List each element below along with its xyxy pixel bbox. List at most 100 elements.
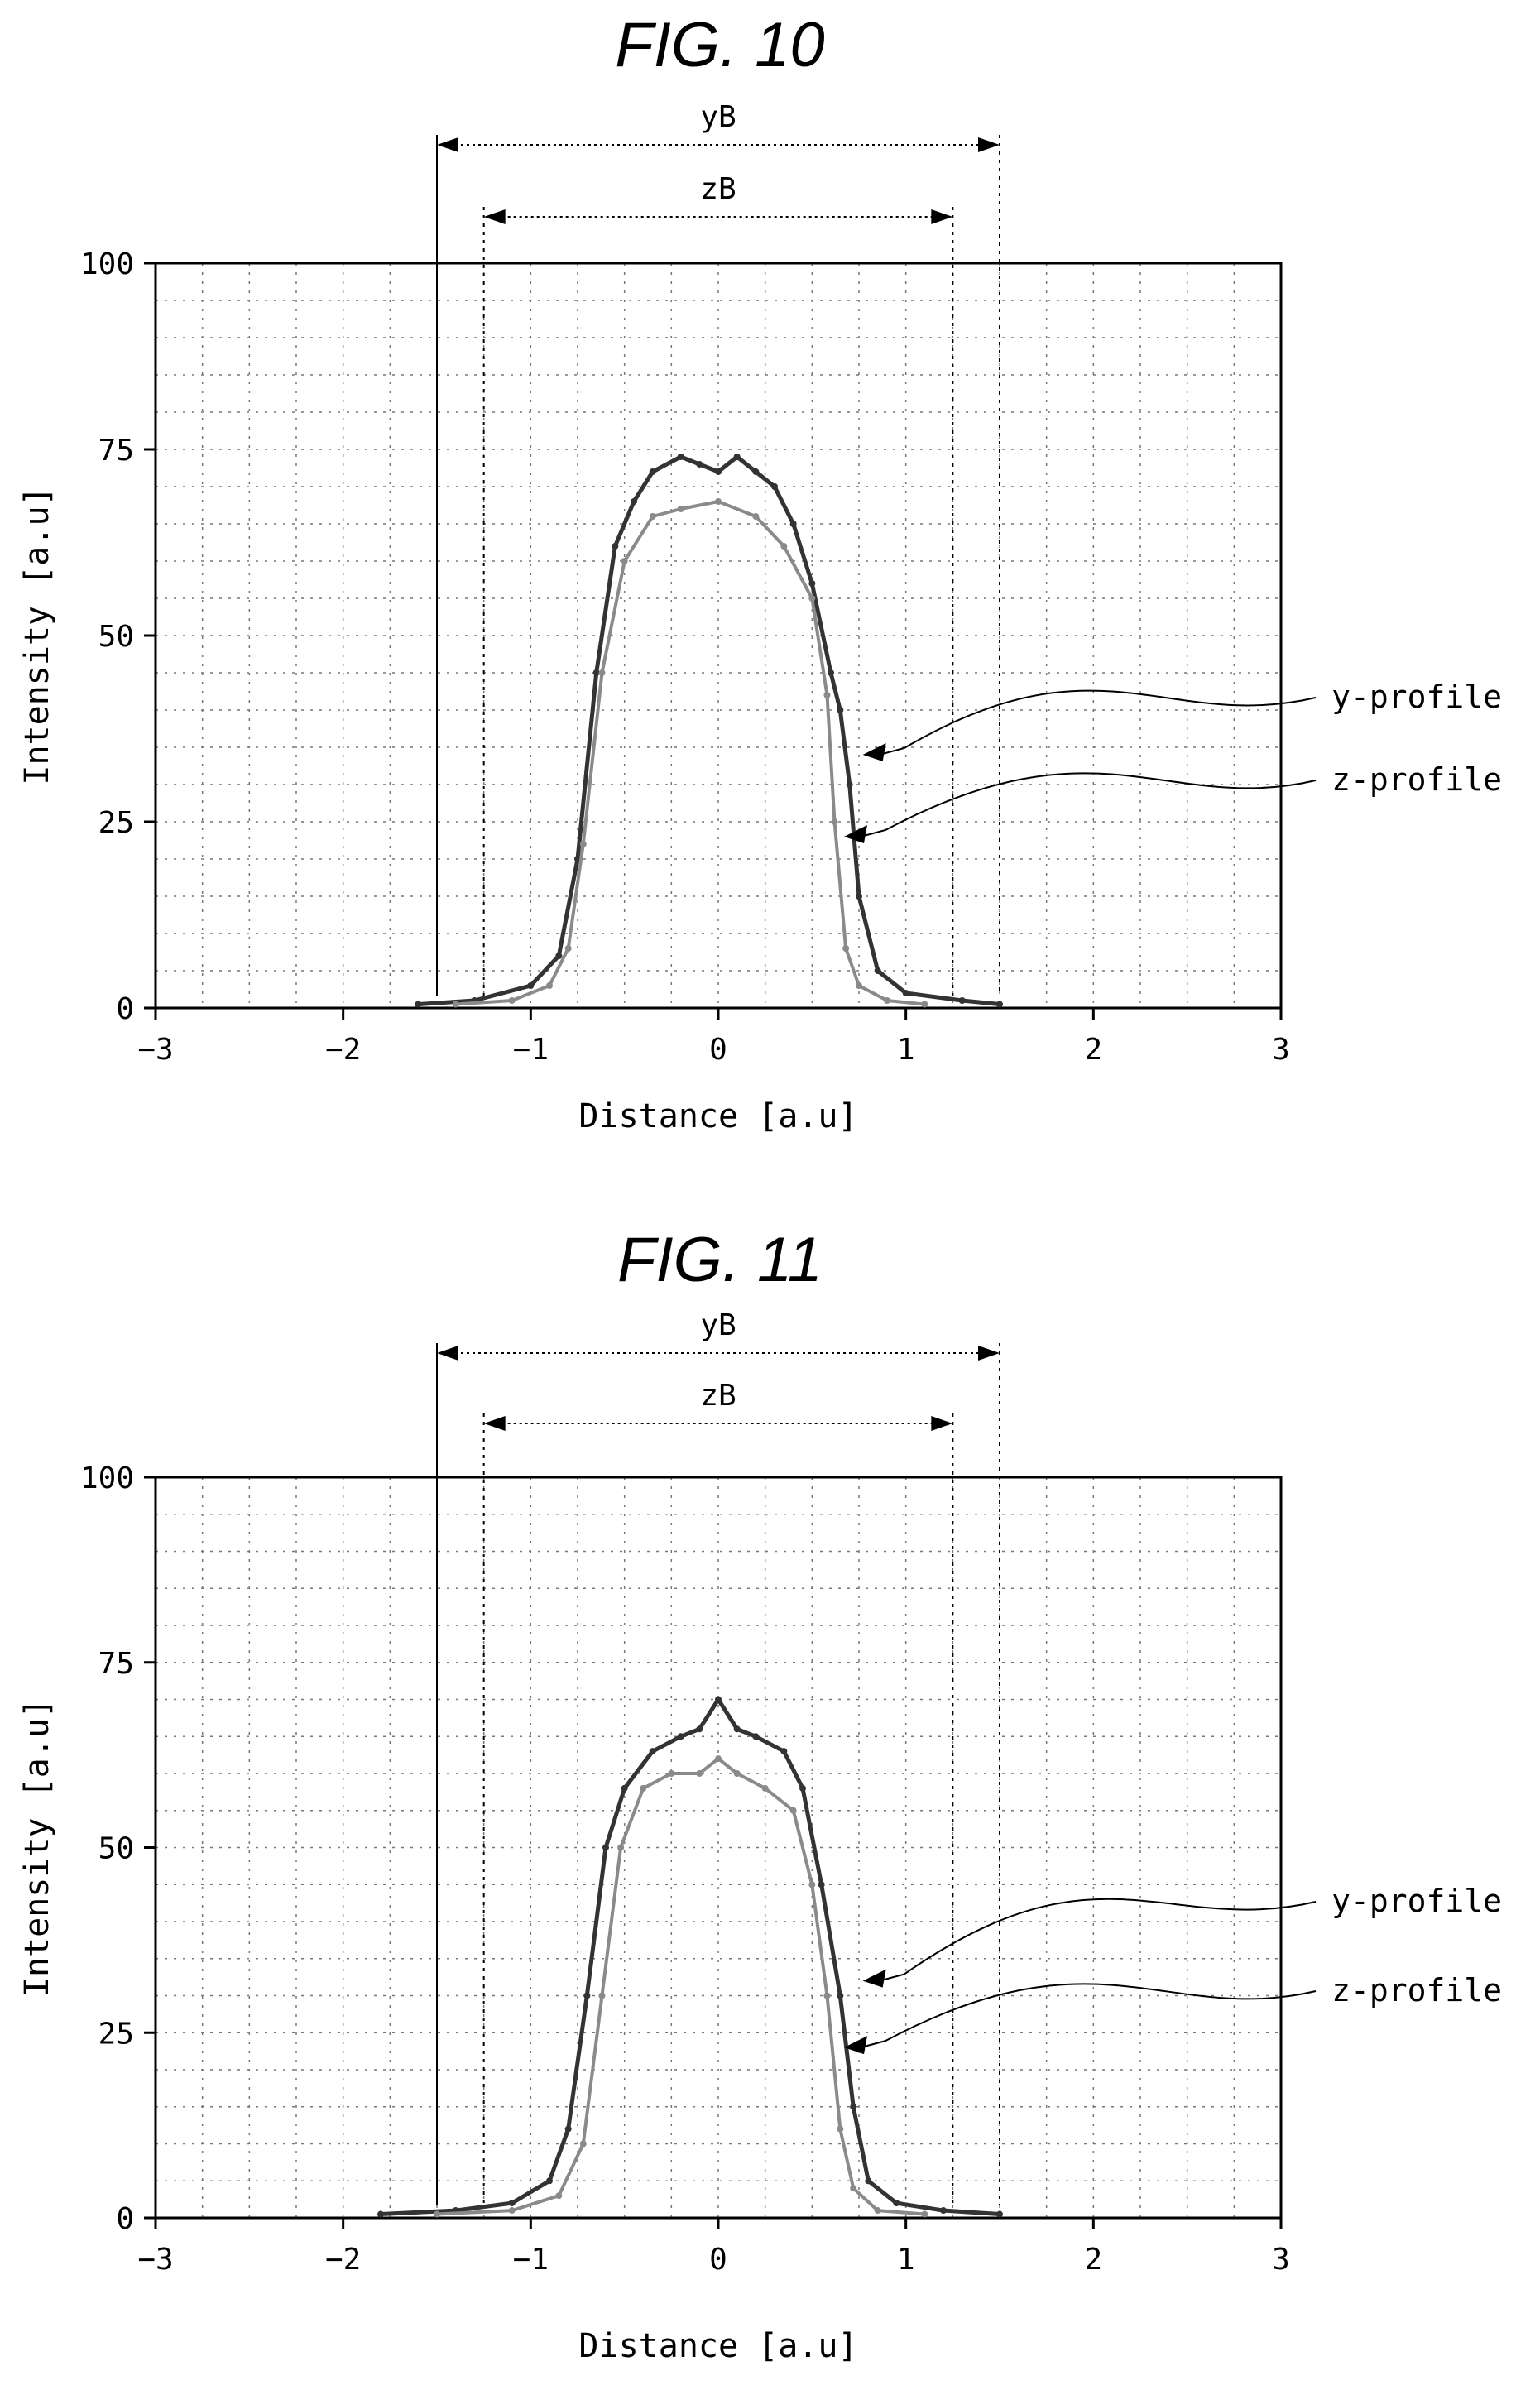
- annotation-arrowhead: [844, 2036, 867, 2055]
- annotation-leader: [879, 689, 1317, 756]
- data-point-z-profile: [761, 1784, 769, 1792]
- data-point-z-profile: [546, 982, 553, 989]
- data-point-z-profile: [884, 997, 890, 1004]
- annotation-label: z-profile: [1331, 1972, 1502, 2008]
- dimension-label-yB: yB: [700, 100, 736, 134]
- y-tick-label: 25: [98, 806, 134, 840]
- data-point-y-profile: [508, 2200, 516, 2207]
- data-point-z-profile: [823, 692, 831, 698]
- data-point-y-profile: [733, 1725, 741, 1733]
- annotation-label: y-profile: [1331, 679, 1502, 715]
- data-point-y-profile: [818, 1881, 825, 1888]
- data-point-z-profile: [921, 2210, 928, 2218]
- data-point-z-profile: [789, 1807, 797, 1814]
- data-point-z-profile: [579, 2140, 587, 2148]
- data-point-y-profile: [799, 1784, 806, 1792]
- annotation-arrowhead: [862, 1969, 886, 1988]
- y-tick-label: 100: [80, 1461, 134, 1495]
- data-point-z-profile: [649, 513, 656, 520]
- data-point-z-profile: [715, 498, 722, 505]
- y-tick-label: 100: [80, 247, 134, 281]
- data-point-z-profile: [752, 513, 760, 520]
- annotation-leader: [860, 1983, 1317, 2049]
- data-point-y-profile: [865, 2177, 872, 2185]
- data-point-z-profile: [780, 543, 788, 550]
- data-point-y-profile: [621, 1784, 628, 1792]
- y-axis-label: Intensity [a.u]: [18, 486, 56, 785]
- annotation-label: z-profile: [1331, 761, 1502, 798]
- data-point-z-profile: [850, 2185, 857, 2192]
- dimension-label-zB: zB: [700, 172, 736, 206]
- series-line-y-profile: [380, 1697, 1000, 2216]
- data-point-z-profile: [677, 506, 684, 512]
- data-point-y-profile: [564, 2125, 572, 2133]
- data-point-z-profile: [598, 669, 606, 676]
- data-point-z-profile: [856, 982, 862, 989]
- data-point-y-profile: [752, 468, 760, 475]
- data-point-y-profile: [893, 2200, 900, 2207]
- y-tick-label: 25: [98, 2017, 134, 2051]
- data-point-y-profile: [940, 2207, 947, 2215]
- data-point-y-profile: [583, 1992, 591, 1999]
- figure-title: FIG. 10: [615, 10, 824, 80]
- data-point-z-profile: [823, 1992, 831, 1999]
- data-point-z-profile: [715, 1755, 722, 1763]
- data-point-z-profile: [808, 595, 816, 602]
- data-point-y-profile: [837, 707, 844, 713]
- x-tick-label: −2: [325, 1033, 361, 1067]
- arrowhead-right: [931, 1416, 953, 1431]
- data-point-y-profile: [546, 2177, 553, 2185]
- arrowhead-right: [931, 209, 953, 224]
- data-point-y-profile: [874, 967, 881, 974]
- arrowhead-left: [437, 137, 458, 152]
- data-point-y-profile: [602, 1844, 609, 1851]
- data-point-y-profile: [837, 1992, 844, 1999]
- data-point-y-profile: [752, 1733, 760, 1740]
- data-point-z-profile: [921, 1001, 928, 1008]
- figure-10: FIG. 10 −3 −2 −1 0 1 2 3 0 25 50 75 100 Distance [a.u…: [18, 10, 1502, 1135]
- data-point-z-profile: [564, 945, 572, 952]
- data-point-y-profile: [631, 498, 637, 505]
- data-point-z-profile: [508, 997, 516, 1004]
- figure-11: FIG. 11 −3 −2 −1 0 1 2 3 0 25 50 75 100 Distance [a.u…: [18, 1225, 1502, 2365]
- data-point-y-profile: [808, 580, 816, 587]
- data-point-z-profile: [808, 1881, 816, 1888]
- data-point-z-profile: [640, 1784, 647, 1792]
- series-line-z-profile: [455, 500, 925, 1006]
- data-point-y-profile: [958, 997, 966, 1004]
- data-point-y-profile: [649, 1748, 656, 1755]
- x-axis-label: Distance [a.u]: [578, 2327, 857, 2365]
- annotation-leader: [879, 1898, 1317, 1982]
- data-point-y-profile: [733, 454, 741, 460]
- x-tick-label: 0: [709, 2243, 727, 2277]
- data-point-y-profile: [649, 468, 656, 475]
- data-point-y-profile: [415, 1001, 422, 1008]
- data-point-z-profile: [733, 1770, 741, 1777]
- data-point-y-profile: [771, 483, 778, 490]
- data-point-z-profile: [831, 818, 838, 825]
- data-point-z-profile: [668, 1770, 675, 1777]
- dimension-label-yB: yB: [700, 1308, 736, 1342]
- x-tick-label: 0: [709, 1033, 727, 1067]
- x-tick-label: −1: [513, 2243, 549, 2277]
- data-point-z-profile: [579, 841, 587, 847]
- y-tick-label: 75: [98, 1647, 134, 1681]
- arrowhead-left: [437, 1346, 458, 1361]
- data-point-y-profile: [780, 1748, 788, 1755]
- data-point-y-profile: [377, 2210, 384, 2218]
- figure-title: FIG. 11: [617, 1225, 823, 1295]
- data-point-y-profile: [996, 2210, 1003, 2218]
- data-point-y-profile: [828, 669, 834, 676]
- y-tick-label: 0: [116, 2202, 134, 2236]
- annotation-leader: [860, 772, 1317, 837]
- data-point-z-profile: [452, 1001, 459, 1008]
- x-tick-label: −1: [513, 1033, 549, 1067]
- x-tick-label: −2: [325, 2243, 361, 2277]
- data-point-z-profile: [508, 2207, 516, 2215]
- arrowhead-left: [483, 209, 506, 224]
- y-tick-label: 50: [98, 620, 134, 654]
- arrowhead-right: [978, 1346, 1000, 1361]
- x-tick-label: 2: [1084, 2243, 1102, 2277]
- data-point-y-profile: [696, 1725, 703, 1733]
